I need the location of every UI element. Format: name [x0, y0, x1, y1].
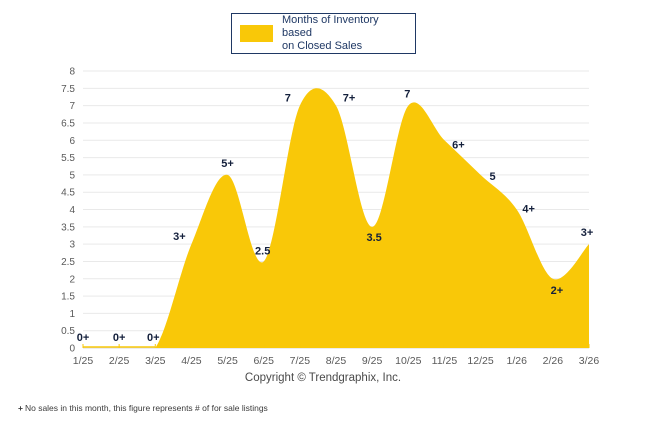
- svg-text:7: 7: [69, 101, 75, 112]
- footnote-marker: +: [18, 403, 23, 413]
- svg-text:1.5: 1.5: [61, 292, 75, 303]
- svg-text:8/25: 8/25: [326, 355, 347, 367]
- svg-text:2+: 2+: [551, 285, 564, 297]
- svg-text:2/25: 2/25: [109, 355, 130, 367]
- svg-text:2.5: 2.5: [61, 257, 75, 268]
- svg-text:5.5: 5.5: [61, 153, 75, 164]
- x-axis-tick-labels: 1/25 2/25 3/25 4/25 5/25 6/25 7/25 8/25 9/25 10/2…: [73, 355, 600, 367]
- svg-text:3.5: 3.5: [61, 222, 75, 233]
- svg-text:5: 5: [69, 170, 75, 181]
- y-axis-tick-labels: 8 7.5 7 6.5 6 5.5 5 4.5 4 3.5 3 2.5 2 1.5 1 0.5 0: [61, 67, 75, 355]
- svg-text:7: 7: [285, 93, 291, 105]
- svg-text:1/26: 1/26: [506, 355, 527, 367]
- svg-text:2.5: 2.5: [255, 245, 270, 257]
- svg-text:2: 2: [69, 274, 75, 285]
- svg-text:3/26: 3/26: [579, 355, 600, 367]
- svg-text:3.5: 3.5: [366, 232, 381, 244]
- svg-text:3: 3: [69, 240, 75, 251]
- chart-legend: Months of Inventory based on Closed Sale…: [231, 13, 416, 54]
- svg-text:7/25: 7/25: [290, 355, 311, 367]
- svg-text:0+: 0+: [77, 332, 90, 344]
- footnote-text: No sales in this month, this figure repr…: [24, 403, 268, 413]
- svg-text:4.5: 4.5: [61, 188, 75, 199]
- area-series-months-of-inventory: [83, 88, 589, 348]
- svg-text:9/25: 9/25: [362, 355, 383, 367]
- svg-text:3+: 3+: [581, 227, 594, 239]
- svg-text:3+: 3+: [173, 231, 186, 243]
- svg-text:10/25: 10/25: [395, 355, 421, 367]
- copyright-text: Copyright © Trendgraphix, Inc.: [244, 372, 402, 384]
- legend-label: Months of Inventory based on Closed Sale…: [282, 14, 379, 52]
- footnote: + No sales in this month, this figure rep…: [18, 403, 268, 413]
- svg-text:5+: 5+: [221, 158, 234, 170]
- svg-text:5: 5: [490, 171, 496, 183]
- svg-text:4: 4: [69, 205, 75, 216]
- svg-text:7+: 7+: [343, 93, 356, 105]
- svg-text:4+: 4+: [522, 204, 535, 216]
- svg-text:6+: 6+: [452, 139, 465, 151]
- svg-text:0+: 0+: [147, 332, 160, 344]
- data-point-labels: 0+ 0+ 0+ 3+ 5+ 2.5 7 7+ 3.5 7 6+ 5 4+ 2+ 3+: [77, 89, 594, 344]
- svg-text:7.5: 7.5: [61, 84, 75, 95]
- svg-text:11/25: 11/25: [432, 355, 458, 367]
- svg-text:2/26: 2/26: [543, 355, 564, 367]
- svg-text:5/25: 5/25: [217, 355, 238, 367]
- svg-text:0.5: 0.5: [61, 326, 75, 337]
- svg-text:12/25: 12/25: [467, 355, 493, 367]
- svg-text:4/25: 4/25: [181, 355, 202, 367]
- svg-text:6/25: 6/25: [253, 355, 274, 367]
- svg-text:8: 8: [69, 67, 75, 78]
- plot-area: 8 7.5 7 6.5 6 5.5 5 4.5 4 3.5 3 2.5 2 1.5 1 0.5 0 1/25 2/…: [61, 67, 600, 368]
- x-axis-tickmarks: [82, 344, 590, 348]
- legend-color-swatch-icon: [240, 25, 273, 42]
- svg-text:3/25: 3/25: [145, 355, 166, 367]
- svg-text:1/25: 1/25: [73, 355, 94, 367]
- svg-text:6: 6: [69, 136, 75, 147]
- svg-text:1: 1: [69, 309, 75, 320]
- svg-text:6.5: 6.5: [61, 118, 75, 129]
- svg-text:7: 7: [404, 89, 410, 101]
- svg-text:0+: 0+: [113, 332, 126, 344]
- svg-text:0: 0: [69, 344, 75, 355]
